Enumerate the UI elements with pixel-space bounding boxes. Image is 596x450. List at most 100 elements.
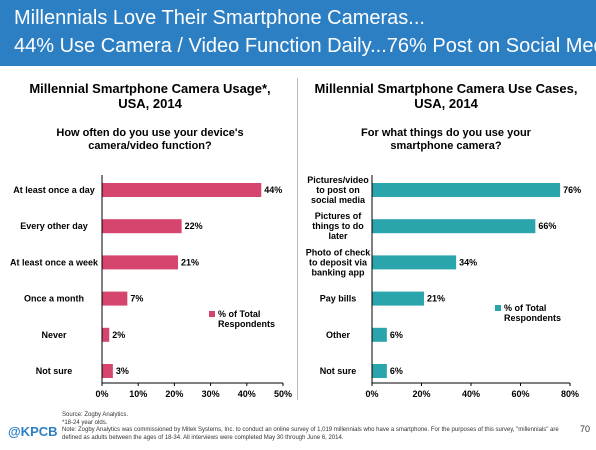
- data-label: 76%: [563, 185, 581, 195]
- category-label: At least once a week: [10, 257, 99, 267]
- category-label-line: Not sure: [320, 366, 357, 376]
- category-label-line: Other: [326, 330, 351, 340]
- legend-label-line: % of Total: [218, 309, 260, 319]
- category-label-line: social media: [311, 195, 366, 205]
- usage-chart-title-line: Millennial Smartphone Camera Usage*,: [29, 81, 271, 96]
- category-label: Never: [41, 330, 67, 340]
- category-label-line: Every other day: [20, 221, 88, 231]
- x-tick-label: 40%: [238, 389, 256, 399]
- bar-2: [102, 219, 182, 234]
- usage-chart-question-line: How often do you use your device's: [56, 127, 244, 139]
- use-cases-chart-title-line: Millennial Smartphone Camera Use Cases,: [314, 81, 578, 96]
- use-cases-chart-question-line: smartphone camera?: [390, 140, 502, 152]
- category-label-line: later: [328, 231, 348, 241]
- usage-chart-title-line: USA, 2014: [118, 96, 182, 111]
- legend-swatch: [209, 311, 215, 317]
- category-label: Pictures of things to do later: [312, 211, 364, 241]
- title-banner: Millennials Love Their Smartphone Camera…: [0, 0, 596, 66]
- usage-bar-chart: 44% At least once a day 22% Every other day…: [10, 175, 292, 399]
- bar-1: [372, 183, 561, 197]
- category-label: Once a month: [24, 294, 84, 304]
- category-label-line: Not sure: [36, 366, 73, 376]
- bar-5: [372, 327, 387, 342]
- usage-chart-question-line: camera/video function?: [88, 140, 212, 152]
- bar-1: [102, 183, 262, 197]
- x-tick-label: 50%: [274, 389, 292, 399]
- legend-label-line: Respondents: [504, 313, 561, 323]
- x-tick-label: 0%: [95, 389, 108, 399]
- category-label-line: Photo of check: [306, 247, 372, 257]
- data-label: 6%: [390, 366, 403, 376]
- bar-4: [102, 291, 128, 306]
- use-cases-chart-question: For what things do you use your smartpho…: [300, 127, 592, 153]
- category-label: At least once a day: [13, 185, 95, 195]
- category-label-line: Pictures/video: [307, 175, 369, 185]
- category-label-line: banking app: [311, 267, 365, 277]
- category-label: Not sure: [36, 366, 73, 376]
- kpcb-logo: @KPCB: [8, 424, 58, 439]
- panel-divider: [297, 78, 298, 400]
- x-tick-label: 30%: [202, 389, 220, 399]
- category-label-line: Once a month: [24, 294, 84, 304]
- legend-label: % of Total Respondents: [504, 303, 561, 323]
- legend-label-line: Respondents: [218, 319, 275, 329]
- x-tick-label: 60%: [511, 389, 529, 399]
- bar-6: [102, 364, 113, 378]
- category-label-line: Pay bills: [320, 294, 357, 304]
- bar-2: [372, 219, 536, 234]
- data-label: 44%: [264, 185, 282, 195]
- use-cases-chart-panel: Millennial Smartphone Camera Use Cases, …: [300, 75, 592, 405]
- bar-3: [372, 255, 457, 270]
- x-tick-label: 20%: [412, 389, 430, 399]
- category-label-line: things to do: [312, 221, 364, 231]
- category-label-line: to post on: [316, 185, 360, 195]
- bar-6: [372, 364, 387, 378]
- bar-3: [102, 255, 179, 270]
- use-cases-chart-question-line: For what things do you use your: [361, 127, 531, 139]
- category-label-line: At least once a day: [13, 185, 95, 195]
- x-tick-label: 40%: [462, 389, 480, 399]
- x-tick-label: 10%: [129, 389, 147, 399]
- page-number: 70: [579, 424, 590, 434]
- use-cases-chart-title-line: USA, 2014: [414, 96, 478, 111]
- bar-5: [102, 327, 110, 342]
- category-label-line: Pictures of: [315, 211, 363, 221]
- use-cases-chart-title: Millennial Smartphone Camera Use Cases, …: [300, 81, 592, 111]
- legend-label: % of Total Respondents: [218, 309, 275, 329]
- data-label: 22%: [185, 221, 203, 231]
- footer: @KPCB Source: Zogby Analytics. *18-24 ye…: [0, 410, 596, 450]
- bar-4: [372, 291, 424, 306]
- page-title: Millennials Love Their Smartphone Camera…: [14, 7, 425, 29]
- data-label: 21%: [181, 257, 199, 267]
- source-note-line: Source: Zogby Analytics.: [62, 412, 129, 418]
- x-tick-label: 20%: [165, 389, 183, 399]
- category-label: Not sure: [320, 366, 357, 376]
- category-label: Other: [326, 330, 351, 340]
- category-label: Photo of check to deposit via banking app: [306, 247, 372, 277]
- data-label: 6%: [390, 330, 403, 340]
- source-note-line: *18-24 year olds.: [62, 419, 108, 426]
- data-label: 21%: [427, 294, 445, 304]
- category-label-line: to deposit via: [309, 257, 368, 267]
- x-tick-label: 0%: [365, 389, 378, 399]
- use-cases-bar-chart: 76% Pictures/video to post on social media 6…: [306, 175, 581, 399]
- category-label: Every other day: [20, 221, 88, 231]
- page-subtitle: 44% Use Camera / Video Function Daily...…: [14, 35, 596, 57]
- usage-chart-panel: Millennial Smartphone Camera Usage*, USA…: [4, 75, 296, 405]
- category-label: Pay bills: [320, 294, 357, 304]
- category-label-line: At least once a week: [10, 257, 99, 267]
- category-label: Pictures/video to post on social media: [307, 175, 369, 205]
- data-label: 7%: [130, 294, 143, 304]
- usage-chart-question: How often do you use your device's camer…: [4, 127, 296, 153]
- data-label: 2%: [112, 330, 125, 340]
- x-tick-label: 80%: [561, 389, 579, 399]
- source-note-line: Note: Zogby Analytics was commissioned b…: [62, 427, 559, 441]
- data-label: 34%: [459, 257, 477, 267]
- data-label: 3%: [116, 366, 129, 376]
- data-label: 66%: [538, 221, 556, 231]
- legend-swatch: [495, 305, 501, 311]
- legend-label-line: % of Total: [504, 303, 546, 313]
- usage-chart-title: Millennial Smartphone Camera Usage*, USA…: [4, 81, 296, 111]
- category-label-line: Never: [41, 330, 67, 340]
- source-notes: Source: Zogby Analytics. *18-24 year old…: [62, 412, 562, 442]
